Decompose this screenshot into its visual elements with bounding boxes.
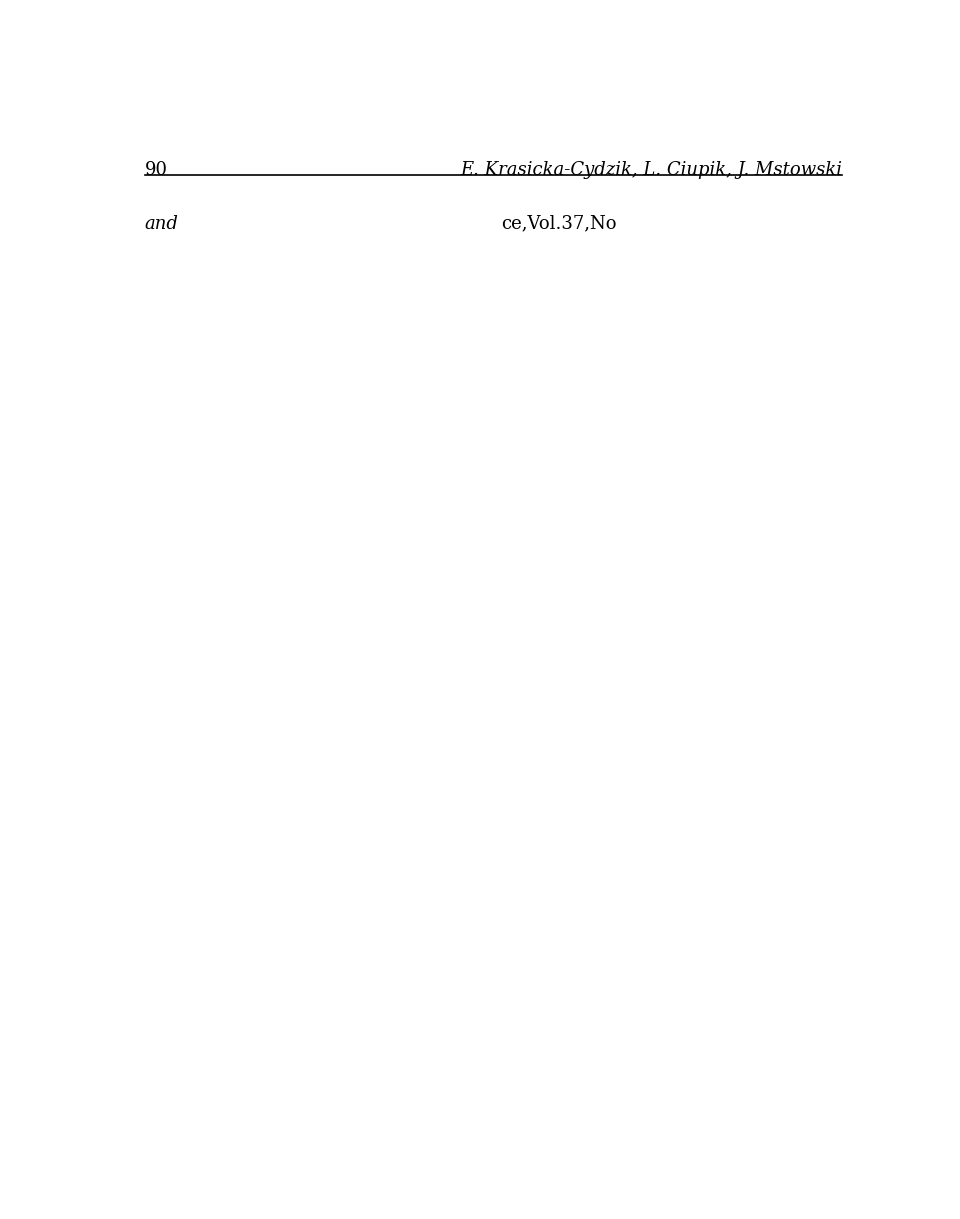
Text: E. Krasicka-Cydzik, L. Ciupik, J. Mstowski: E. Krasicka-Cydzik, L. Ciupik, J. Mstows… (460, 161, 842, 179)
Text: and: and (145, 215, 179, 233)
Text: 90: 90 (145, 161, 168, 179)
Text: ce,Vol.37,No: ce,Vol.37,No (501, 215, 616, 233)
